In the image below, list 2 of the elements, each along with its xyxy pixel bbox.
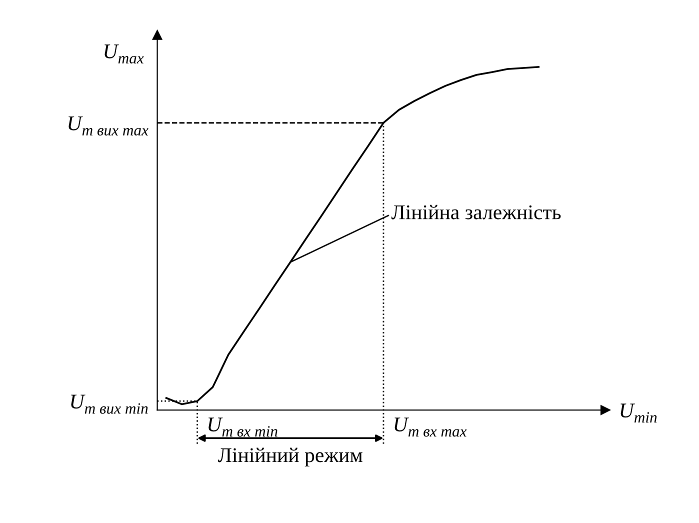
annotation: Лінійна залежність: [391, 204, 561, 220]
text: Лінійний режим: [218, 448, 362, 466]
